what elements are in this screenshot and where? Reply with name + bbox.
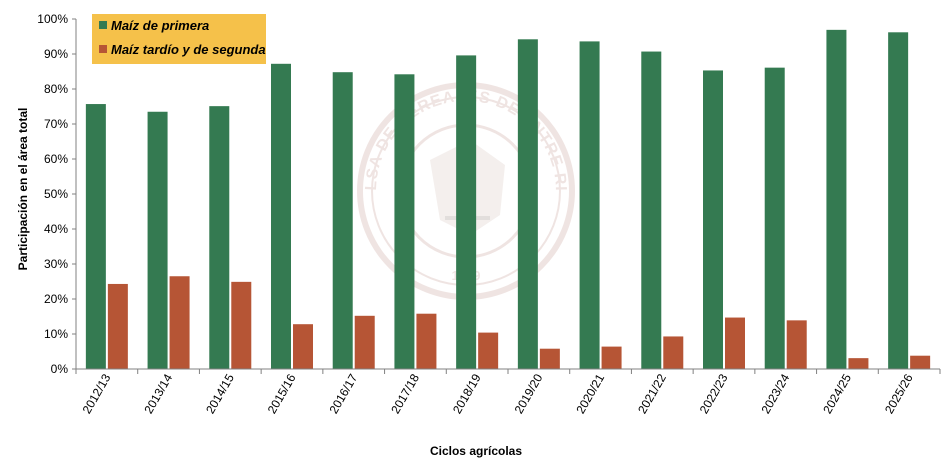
legend-box — [92, 14, 266, 64]
bar-maiz-primera — [85, 104, 106, 370]
x-tick-label: 2012/13 — [80, 371, 114, 416]
y-tick-label: 50% — [44, 187, 68, 201]
legend-swatch-primera — [99, 21, 107, 29]
bar-maiz-segunda — [786, 320, 807, 369]
x-tick-label: 2018/19 — [450, 371, 484, 416]
y-axis-title: Participación en el área total — [16, 108, 30, 271]
bar-maiz-primera — [641, 51, 662, 370]
bar-maiz-segunda — [354, 315, 375, 369]
bar-maiz-primera — [888, 32, 909, 370]
x-tick-label: 2015/16 — [265, 371, 299, 416]
legend-label-primera: Maíz de primera — [111, 18, 209, 33]
y-tick-label: 10% — [44, 327, 68, 341]
y-tick-label: 70% — [44, 117, 68, 131]
bar-maiz-primera — [517, 39, 538, 370]
y-tick-label: 20% — [44, 292, 68, 306]
bar-maiz-primera — [764, 67, 785, 370]
legend-label-segunda: Maíz tardío y de segunda — [111, 42, 266, 57]
bar-maiz-primera — [826, 29, 847, 369]
bar-maiz-segunda — [478, 332, 499, 369]
legend-swatch-segunda — [99, 45, 107, 53]
bar-maiz-segunda — [539, 348, 560, 369]
bar-maiz-primera — [147, 111, 168, 369]
x-tick-label: 2022/23 — [697, 371, 731, 416]
x-tick-label: 2019/20 — [512, 371, 546, 416]
bar-maiz-primera — [579, 41, 600, 370]
x-tick-label: 2020/21 — [573, 371, 607, 416]
bar-maiz-segunda — [848, 358, 869, 369]
bar-maiz-segunda — [725, 317, 745, 369]
legend: Maíz de primera Maíz tardío y de segunda — [92, 14, 266, 64]
bar-maiz-segunda — [231, 281, 252, 369]
y-tick-label: 100% — [37, 12, 68, 26]
x-tick-label: 2023/24 — [758, 371, 792, 416]
x-tick-label: 2013/14 — [141, 371, 175, 416]
y-tick-label: 90% — [44, 47, 68, 61]
x-tick-label: 2024/25 — [820, 371, 854, 416]
y-tick-label: 60% — [44, 152, 68, 166]
bar-maiz-segunda — [416, 313, 437, 369]
x-axis-title: Ciclos agrícolas — [430, 444, 522, 458]
x-tick-label: 2014/15 — [203, 371, 237, 416]
y-tick-label: 40% — [44, 222, 68, 236]
bar-maiz-primera — [456, 55, 477, 370]
bar-maiz-segunda — [169, 276, 190, 369]
y-tick-label: 80% — [44, 82, 68, 96]
bar-maiz-primera — [332, 72, 353, 369]
x-tick-label: 2021/22 — [635, 371, 669, 416]
y-tick-label: 30% — [44, 257, 68, 271]
bar-maiz-segunda — [663, 336, 684, 369]
bar-maiz-segunda — [910, 355, 931, 369]
bar-maiz-segunda — [107, 283, 128, 369]
bar-maiz-primera — [271, 63, 291, 370]
x-tick-label: 2016/17 — [326, 371, 360, 416]
bar-maiz-segunda — [601, 346, 622, 369]
bar-maiz-segunda — [293, 324, 313, 369]
x-tick-label: 2017/18 — [388, 371, 422, 416]
bar-maiz-primera — [394, 74, 415, 370]
bar-maiz-primera — [703, 70, 723, 369]
x-tick-label: 2025/26 — [882, 371, 916, 416]
bar-maiz-primera — [209, 106, 230, 370]
y-tick-label: 0% — [51, 362, 69, 376]
